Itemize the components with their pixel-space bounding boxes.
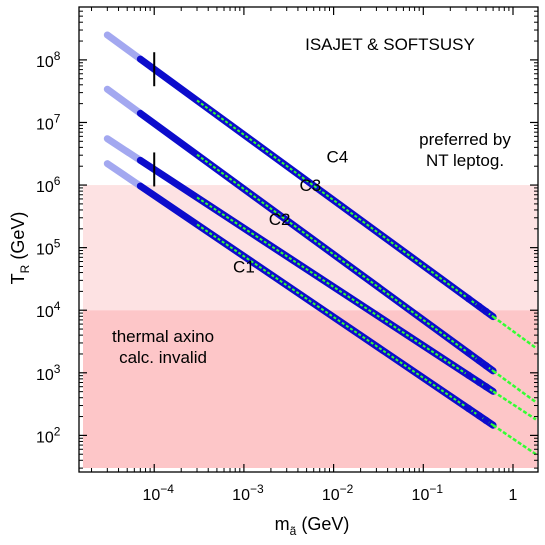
series-C1-point-2 [482, 416, 490, 424]
series-C2-green-tail [492, 390, 537, 421]
y-tick-label: 102 [36, 424, 61, 446]
plot-frame [78, 6, 539, 473]
y-tick-label: 104 [36, 299, 61, 321]
y-tick-label: 106 [36, 174, 61, 196]
series-C3-point-1 [475, 357, 483, 365]
region-label-invalid: thermal axino calc. invalid [112, 327, 214, 367]
series-C1 [103, 160, 537, 456]
series-C2-point-0 [465, 371, 473, 379]
series-C4-point-0 [465, 295, 473, 303]
series-C2 [103, 135, 537, 421]
y-tick-label: 107 [36, 111, 61, 133]
x-tick-label: 10−2 [322, 482, 354, 504]
region-0 [83, 185, 537, 311]
x-axis-label: mã (GeV) [275, 514, 350, 538]
series-C1-point-1 [475, 412, 483, 420]
series-C2-point-2 [482, 383, 490, 391]
x-tick-label: 10−4 [142, 482, 174, 504]
y-tick-label: 108 [36, 49, 61, 71]
y-axis-ticks: 102 103 104 105 106 107 108 [36, 6, 538, 469]
series-C3-green-core [196, 153, 494, 372]
y-tick-label: 103 [36, 362, 61, 384]
y-axis-label: TR (GeV) [8, 212, 32, 285]
series-C1-green-tail [492, 424, 537, 456]
series-label-C4: C4 [326, 147, 348, 166]
series-C3-point-2 [482, 362, 490, 370]
series-C3-point-0 [465, 349, 473, 357]
series-C1-light [103, 160, 144, 190]
series-label-C2: C2 [269, 210, 291, 229]
series-C4-point-1 [475, 302, 483, 311]
series-label-C3: C3 [299, 176, 321, 195]
series-C4-green-tail [492, 315, 537, 349]
series-C4-point-2 [482, 307, 490, 316]
y-tick-label: 105 [36, 237, 61, 259]
series-C3-light [103, 85, 144, 117]
series-C4-light [103, 31, 144, 63]
chart-title: ISAJET & SOFTSUSY [305, 35, 475, 54]
series-C4-green-core [196, 99, 494, 318]
series-C3-green-tail [492, 369, 537, 404]
shaded-regions: preferred by NT leptog. thermal axino calc.… [83, 130, 537, 468]
region-label-preferred: preferred by NT leptog. [419, 130, 511, 170]
series-C2-light [103, 135, 144, 164]
x-tick-label: 10−1 [412, 482, 444, 504]
series-C2-green-core [196, 196, 494, 393]
x-tick-label: 10−3 [232, 482, 264, 504]
x-tick-label: 1 [509, 487, 518, 504]
region-1 [83, 310, 537, 468]
series-C4 [103, 31, 537, 349]
series-C1-point-0 [465, 405, 473, 413]
series-label-C1: C1 [233, 258, 255, 277]
series-C3 [103, 85, 537, 404]
series-labels: C4 C3 C2 C1 [233, 147, 348, 276]
series-curves [103, 31, 537, 456]
series-C2-point-1 [475, 378, 483, 386]
